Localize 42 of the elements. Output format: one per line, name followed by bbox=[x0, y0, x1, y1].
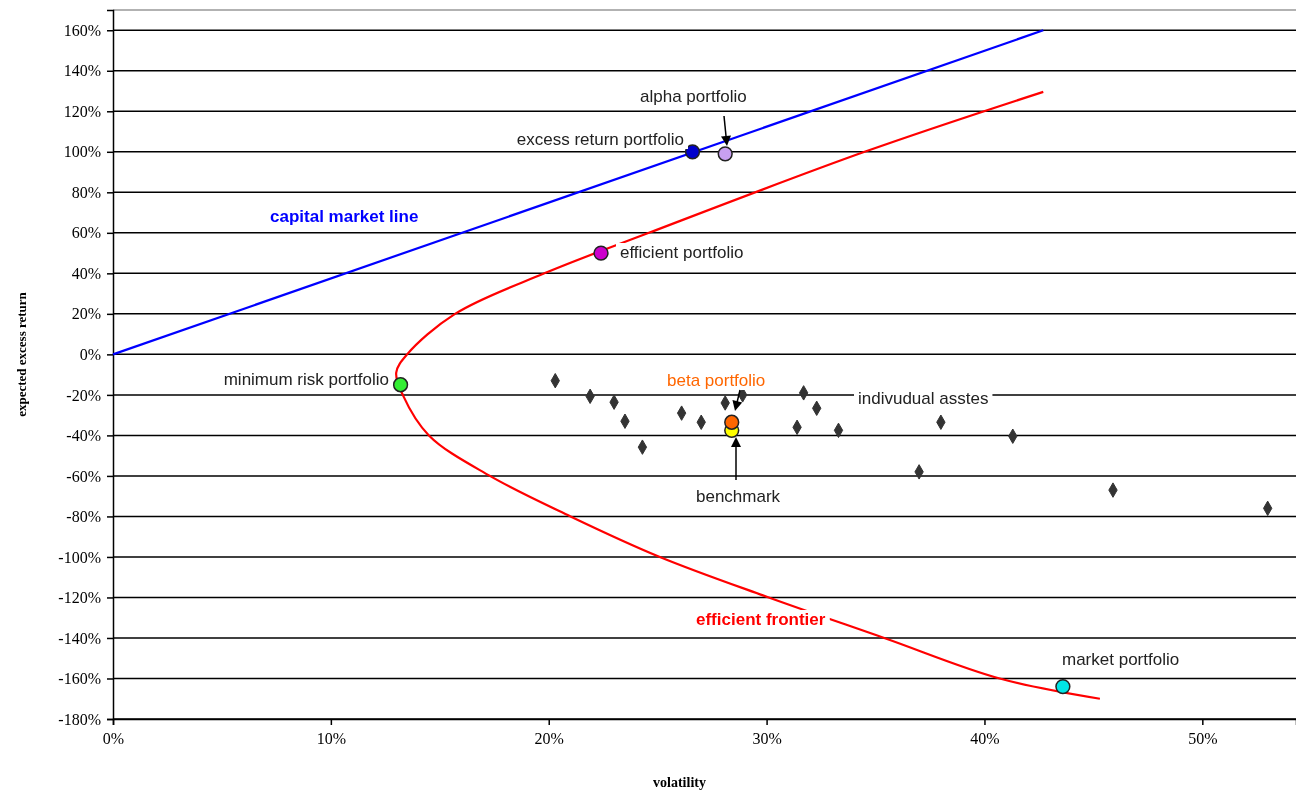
y-tick-label: -120% bbox=[58, 589, 101, 607]
x-tick-label: 30% bbox=[752, 730, 782, 748]
y-tick-label: 140% bbox=[63, 62, 101, 80]
text: beta portfolio bbox=[667, 371, 766, 390]
series-label: efficient portfolio bbox=[620, 243, 744, 262]
point bbox=[717, 146, 733, 162]
y-tick-label: -180% bbox=[58, 710, 101, 728]
text: benchmark bbox=[696, 487, 781, 506]
series-label: market portfolio bbox=[1062, 650, 1180, 669]
y-tick-label: 0% bbox=[79, 345, 101, 363]
y-tick-label: 120% bbox=[63, 102, 101, 120]
y-tick-label: -100% bbox=[58, 548, 101, 566]
y-tick-label: 60% bbox=[71, 224, 101, 242]
series-label: indivudual asstes bbox=[858, 389, 989, 408]
x-tick-label: 40% bbox=[970, 730, 1000, 748]
text: alpha portfolio bbox=[640, 87, 747, 106]
y-tick-label: 160% bbox=[63, 21, 101, 39]
y-tick-label: -160% bbox=[58, 670, 101, 688]
y-tick-label: -80% bbox=[66, 508, 101, 526]
x-tick-label: 0% bbox=[102, 730, 125, 748]
x-tick-label: 10% bbox=[316, 730, 347, 748]
point bbox=[1055, 678, 1071, 695]
series-label: minimum risk portfolio bbox=[223, 370, 389, 389]
y-tick-label: -20% bbox=[66, 386, 101, 404]
y-tick-label: -60% bbox=[66, 467, 101, 485]
series-label: capital market line bbox=[270, 207, 419, 226]
x-axis-title: volatility bbox=[653, 775, 706, 790]
series-label: efficient frontier bbox=[696, 610, 826, 629]
x-tick-label: 50% bbox=[1188, 730, 1218, 748]
y-tick-label: 80% bbox=[71, 183, 101, 201]
y-tick-label: -140% bbox=[58, 629, 101, 647]
y-tick-label: -40% bbox=[66, 427, 101, 445]
y-tick-label: 20% bbox=[71, 305, 101, 323]
x-tick-label: 20% bbox=[534, 730, 564, 748]
point bbox=[724, 414, 740, 430]
point bbox=[684, 144, 701, 160]
point bbox=[593, 245, 609, 261]
series-label: excess return portfolio bbox=[516, 130, 684, 149]
point bbox=[392, 377, 409, 393]
y-axis-title: expected excess return bbox=[14, 291, 29, 417]
y-tick-label: 100% bbox=[63, 143, 101, 161]
y-tick-label: 40% bbox=[71, 264, 101, 282]
